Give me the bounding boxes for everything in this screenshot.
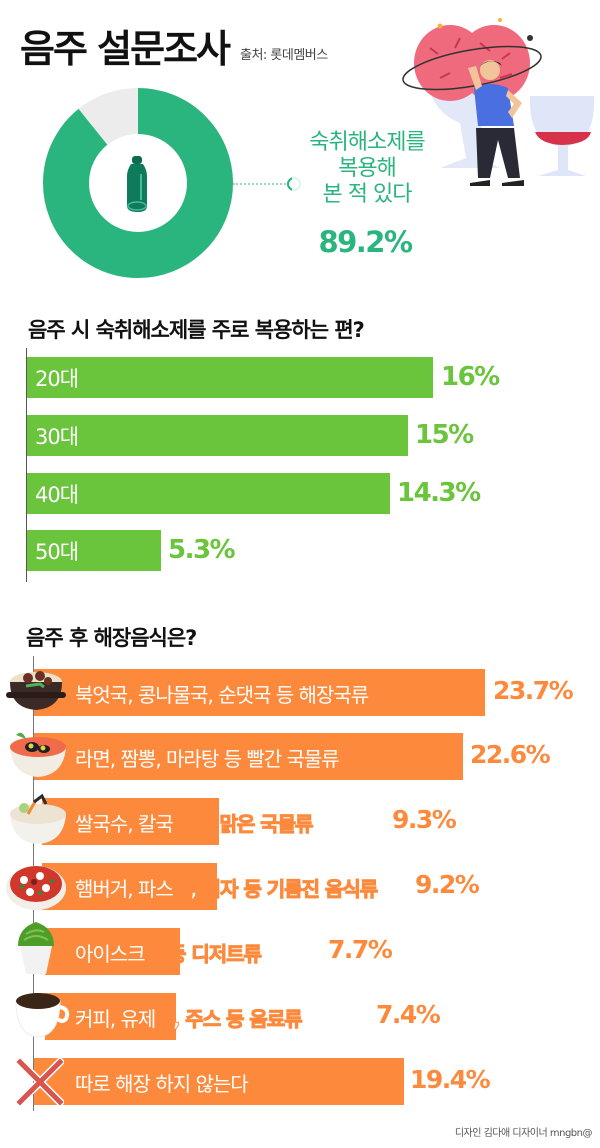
age-chart-axis (26, 348, 27, 582)
stew-pot-icon (6, 662, 68, 718)
food-bar-label-outside: 품, 주스 등 음료류 (155, 1007, 303, 1032)
food-bar-label-outside: 타, 피자 등 기름진 음식류 (172, 877, 378, 902)
food-bar-label: 따로 해장 하지 않는다 (75, 1072, 249, 1096)
bottle-icon (123, 156, 153, 214)
food-bar-value: 9.2% (415, 870, 480, 899)
coffee-cup-icon (10, 985, 72, 1041)
age-bar-value: 15% (415, 420, 474, 450)
food-bar-label-inside: 쌀국수, 칼국 (75, 812, 174, 836)
age-bar-40s: 40대 (27, 473, 390, 514)
food-bar-label: 아이스크림 등 디저트류 (75, 938, 262, 967)
food-bar-haejangguk (34, 669, 485, 716)
design-credit: 디자인 김다애 디자이너 mngbn@ (454, 1128, 593, 1139)
age-bar-label: 30대 (35, 425, 79, 449)
dizzy-man-wine-illustration (390, 8, 600, 188)
age-chart-title: 음주 시 숙취해소제를 주로 복용하는 편? (28, 318, 365, 342)
food-bar-label-inside: 아이스크 (75, 942, 146, 966)
food-bar-label-outside: 림 등 디저트류 (144, 942, 262, 967)
food-bar-none (34, 1058, 404, 1105)
donut-label-line-3: 본 적 있다 (322, 182, 413, 207)
noodle-bowl-icon (6, 792, 68, 848)
food-bar-label: 라면, 짬뽕, 마라탕 등 빨간 국물류 (75, 747, 340, 771)
food-bar-value: 7.7% (328, 935, 393, 964)
ice-cream-icon (14, 918, 76, 974)
age-bar-label: 20대 (35, 367, 79, 391)
red-noodle-bowl-icon (6, 725, 68, 781)
food-bar-dessert (45, 928, 180, 975)
food-bar-value: 22.6% (470, 740, 551, 769)
food-bar-greasy (42, 863, 217, 910)
food-bar-label: 쌀국수, 칼국수 등 맑은 국물류 (75, 808, 314, 837)
donut-label: 숙취해소제를 복용해 본 적 있다 (292, 130, 442, 208)
food-bar-label-inside: 커피, 유제 (75, 1007, 156, 1031)
donut-connector-line (233, 183, 289, 185)
food-bar-clear-soup (42, 798, 219, 845)
age-bar-value: 5.3% (168, 535, 236, 565)
food-bar-label-inside: 햄버거, 파스 (75, 877, 174, 901)
x-mark-icon (14, 1056, 66, 1108)
donut-label-line-2: 복용해 (338, 156, 397, 181)
food-bar-label-outside: 수 등 맑은 국물류 (172, 812, 314, 837)
food-bar-value: 9.3% (392, 805, 457, 834)
page-title: 음주 설문조사 (20, 27, 231, 71)
food-bar-value: 23.7% (493, 676, 574, 705)
pizza-icon (6, 858, 68, 914)
food-bar-label: 북엇국, 콩나물국, 순댓국 등 해장국류 (75, 683, 369, 707)
food-bar-label: 햄버거, 파스타, 피자 등 기름진 음식류 (75, 873, 379, 902)
food-chart-title: 음주 후 해장음식은? (26, 626, 197, 650)
donut-label-line-1: 숙취해소제를 (309, 130, 425, 155)
donut-value: 89.2% (318, 225, 413, 259)
age-bar-label: 50대 (35, 540, 79, 564)
age-bar-value: 14.3% (397, 478, 481, 508)
food-bar-label: 커피, 유제품, 주스 등 음료류 (75, 1003, 303, 1032)
age-bar-value: 16% (441, 362, 500, 392)
food-bar-value: 7.4% (376, 1000, 441, 1029)
age-bar-50s: 50대 (27, 530, 161, 571)
donut-chart (43, 88, 233, 278)
food-bar-value: 19.4% (410, 1065, 491, 1094)
source-label: 출처: 롯데멤버스 (240, 48, 328, 63)
age-bar-30s: 30대 (27, 415, 408, 456)
food-bar-red-soup (34, 733, 463, 780)
age-bar-20s: 20대 (27, 357, 433, 398)
age-bar-label: 40대 (35, 483, 79, 507)
